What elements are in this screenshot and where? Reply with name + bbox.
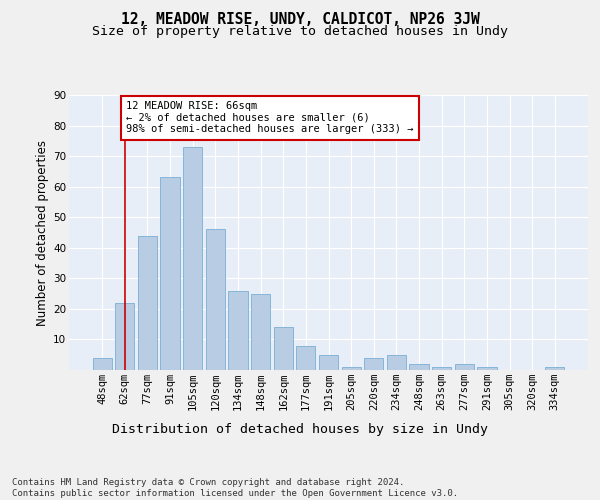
Bar bbox=[251, 294, 270, 370]
Bar bbox=[229, 290, 248, 370]
Text: 12, MEADOW RISE, UNDY, CALDICOT, NP26 3JW: 12, MEADOW RISE, UNDY, CALDICOT, NP26 3J… bbox=[121, 12, 479, 28]
Bar bbox=[183, 147, 202, 370]
Text: Size of property relative to detached houses in Undy: Size of property relative to detached ho… bbox=[92, 25, 508, 38]
Bar bbox=[92, 358, 112, 370]
Bar bbox=[455, 364, 474, 370]
Bar bbox=[138, 236, 157, 370]
Bar bbox=[206, 230, 225, 370]
Bar bbox=[274, 327, 293, 370]
Bar bbox=[296, 346, 316, 370]
Bar bbox=[341, 367, 361, 370]
Y-axis label: Number of detached properties: Number of detached properties bbox=[36, 140, 49, 326]
Bar bbox=[477, 367, 497, 370]
Bar bbox=[115, 303, 134, 370]
Bar bbox=[432, 367, 451, 370]
Bar bbox=[387, 354, 406, 370]
Text: 12 MEADOW RISE: 66sqm
← 2% of detached houses are smaller (6)
98% of semi-detach: 12 MEADOW RISE: 66sqm ← 2% of detached h… bbox=[126, 101, 413, 134]
Bar bbox=[160, 178, 180, 370]
Bar bbox=[409, 364, 428, 370]
Bar bbox=[319, 354, 338, 370]
Bar bbox=[545, 367, 565, 370]
Text: Distribution of detached houses by size in Undy: Distribution of detached houses by size … bbox=[112, 422, 488, 436]
Bar bbox=[364, 358, 383, 370]
Text: Contains HM Land Registry data © Crown copyright and database right 2024.
Contai: Contains HM Land Registry data © Crown c… bbox=[12, 478, 458, 498]
